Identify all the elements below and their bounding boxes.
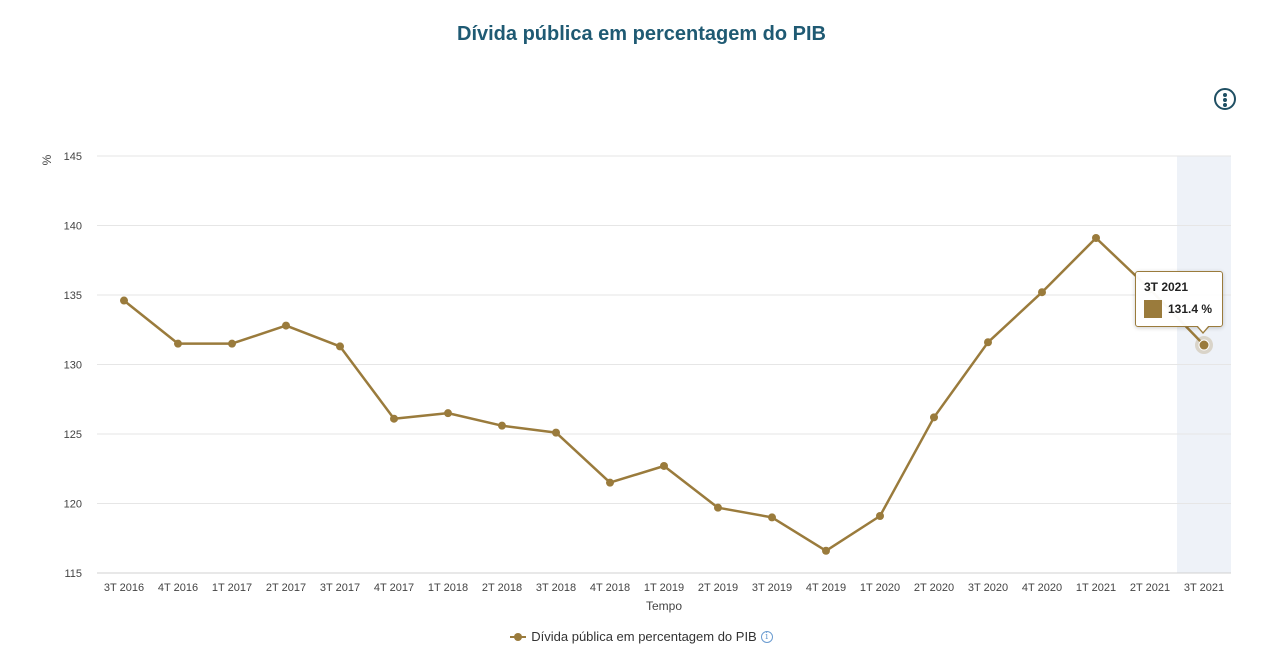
data-point[interactable] [1092, 234, 1100, 243]
legend: Dívida pública em percentagem do PIB i [0, 629, 1283, 645]
data-point[interactable] [1038, 288, 1046, 297]
data-point[interactable] [606, 478, 614, 487]
x-tick-label: 3T 2019 [752, 582, 792, 594]
x-tick-label: 2T 2018 [482, 582, 522, 594]
x-tick-label: 2T 2021 [1130, 582, 1170, 594]
data-point[interactable] [714, 503, 722, 512]
x-tick-label: 4T 2017 [374, 582, 414, 594]
chart-title: Dívida pública em percentagem do PIB [457, 23, 826, 45]
y-tick-label: 115 [64, 568, 82, 580]
tooltip-category: 3T 2021 [1144, 280, 1189, 294]
x-tick-label: 1T 2018 [428, 582, 468, 594]
x-tick-label: 3T 2021 [1184, 582, 1224, 594]
data-point[interactable] [984, 338, 992, 347]
tooltip: 3T 2021 131.4 % [1135, 271, 1223, 327]
y-tick-label: 140 [64, 221, 82, 233]
x-tick-label: 4T 2019 [806, 582, 846, 594]
data-point[interactable] [822, 546, 830, 555]
data-point[interactable] [444, 409, 452, 418]
y-tick-label: 125 [64, 429, 82, 441]
tooltip-value: 131.4 % [1168, 302, 1213, 316]
data-point[interactable] [174, 339, 182, 348]
data-point[interactable] [336, 342, 344, 351]
x-tick-label: 3T 2017 [320, 582, 360, 594]
x-tick-label: 3T 2016 [104, 582, 144, 594]
data-point[interactable] [390, 414, 398, 423]
x-tick-label: 4T 2016 [158, 582, 198, 594]
y-tick-label: 120 [64, 499, 82, 511]
x-tick-label: 3T 2020 [968, 582, 1008, 594]
legend-item-divida-publica[interactable]: Dívida pública em percentagem do PIB i [510, 629, 773, 644]
legend-item-label: Dívida pública em percentagem do PIB [531, 629, 757, 644]
x-tick-label: 1T 2020 [860, 582, 900, 594]
x-tick-label: 1T 2017 [212, 582, 252, 594]
x-tick-label: 4T 2020 [1022, 582, 1062, 594]
x-tick-label: 4T 2018 [590, 582, 630, 594]
x-tick-label: 2T 2020 [914, 582, 954, 594]
x-tick-label: 2T 2019 [698, 582, 738, 594]
tooltip-pointer-fill [1197, 325, 1209, 332]
legend-line-marker-icon [510, 632, 527, 642]
data-point[interactable] [768, 513, 776, 522]
y-axis-label: % [40, 154, 54, 165]
x-tick-label: 1T 2019 [644, 582, 684, 594]
x-tick-label: 1T 2021 [1076, 582, 1116, 594]
data-point[interactable] [1198, 339, 1210, 351]
y-tick-label: 135 [64, 290, 82, 302]
data-point[interactable] [876, 512, 884, 521]
data-point[interactable] [930, 413, 938, 422]
vertical-dots-menu-icon[interactable] [1214, 88, 1236, 110]
data-point[interactable] [120, 296, 128, 305]
x-axis-label: Tempo [646, 599, 682, 613]
data-point[interactable] [228, 339, 236, 348]
x-tick-label: 3T 2018 [536, 582, 576, 594]
data-point[interactable] [498, 421, 506, 430]
data-point[interactable] [282, 321, 290, 330]
y-tick-label: 145 [64, 151, 82, 163]
data-point[interactable] [660, 461, 668, 470]
info-icon[interactable]: i [760, 630, 773, 643]
y-tick-label: 130 [64, 360, 82, 372]
data-point[interactable] [552, 428, 560, 437]
x-tick-label: 2T 2017 [266, 582, 306, 594]
tooltip-color-swatch [1144, 300, 1162, 318]
